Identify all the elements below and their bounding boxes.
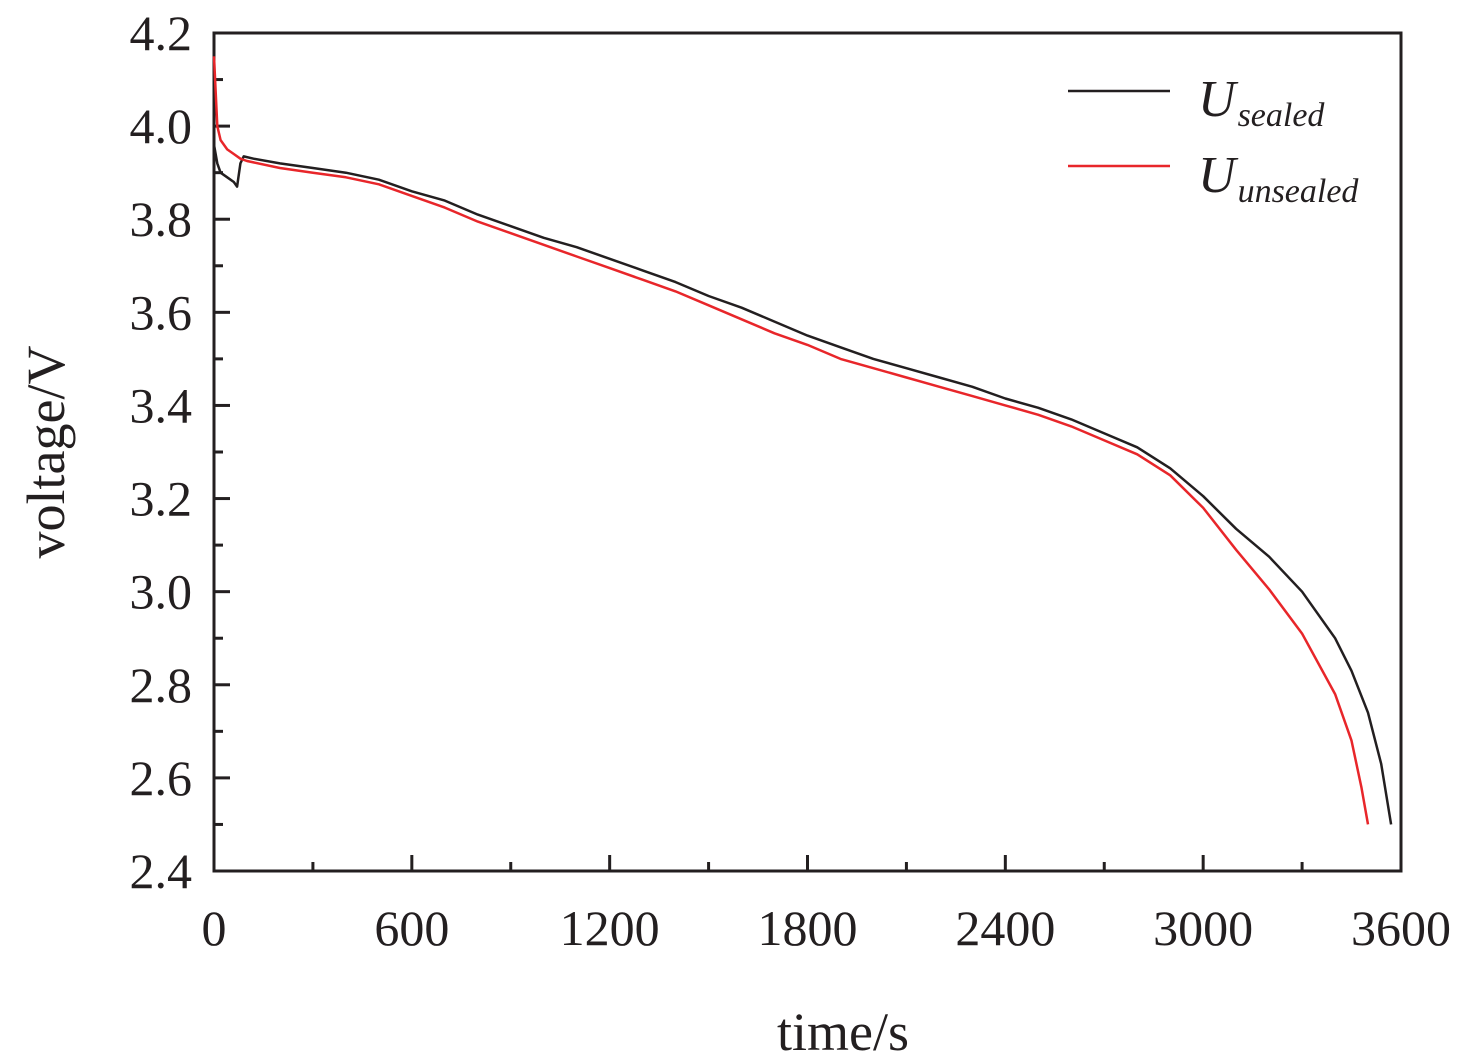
series-layer xyxy=(212,56,1393,825)
x-tick-label: 600 xyxy=(374,900,449,956)
y-tick-label: 4.2 xyxy=(130,5,193,61)
x-tick-label: 0 xyxy=(202,900,227,956)
y-tick-label: 4.0 xyxy=(130,98,193,154)
y-tick-label: 2.8 xyxy=(130,657,193,713)
legend-subscript-unsealed: unsealed xyxy=(1238,173,1360,210)
y-axis-title: voltage/V xyxy=(16,346,76,559)
y-tick-label: 3.8 xyxy=(130,191,193,247)
y-tick-label: 2.4 xyxy=(130,843,193,899)
x-tick-label: 1800 xyxy=(758,900,858,956)
legend-symbol-sealed: U xyxy=(1198,71,1239,128)
x-tick-label: 2400 xyxy=(955,900,1055,956)
y-tick-label: 2.6 xyxy=(130,750,193,806)
series-line-sealed xyxy=(212,144,1393,825)
x-tick-label: 3000 xyxy=(1153,900,1253,956)
legend-subscript-sealed: sealed xyxy=(1238,97,1326,134)
x-tick-label: 3600 xyxy=(1351,900,1451,956)
legend-label-sealed: Usealed xyxy=(1198,71,1325,134)
series-line-unsealed xyxy=(212,56,1370,825)
y-tick-label: 3.4 xyxy=(130,377,193,433)
x-axis-title: time/s xyxy=(777,1002,909,1059)
y-tick-labels: 2.4 2.6 2.8 3.0 3.2 3.4 3.6 3.8 4.0 4.2 xyxy=(130,5,193,899)
legend: Usealed Uunsealed xyxy=(1068,71,1359,210)
y-tick-label: 3.2 xyxy=(130,471,193,527)
y-tick-label: 3.6 xyxy=(130,284,193,340)
legend-symbol-unsealed: U xyxy=(1198,147,1239,204)
legend-label-unsealed: Uunsealed xyxy=(1198,147,1359,210)
y-tick-label: 3.0 xyxy=(130,564,193,620)
x-tick-labels: 0 600 1200 1800 2400 3000 3600 xyxy=(202,900,1452,956)
x-tick-label: 1200 xyxy=(560,900,660,956)
